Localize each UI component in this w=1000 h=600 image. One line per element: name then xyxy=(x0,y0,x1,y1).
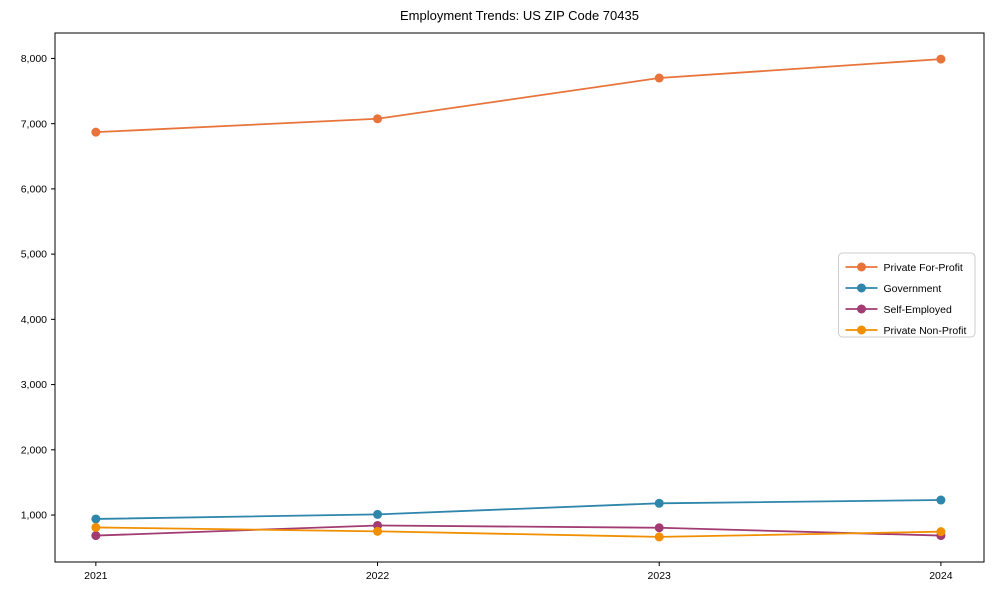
data-point-marker xyxy=(91,127,101,137)
data-point-marker xyxy=(373,509,383,519)
legend-swatch-marker-icon xyxy=(857,325,866,335)
series-line-private-non-profit xyxy=(94,526,942,538)
legend-label: Private Non-Profit xyxy=(884,325,967,337)
data-point-marker xyxy=(936,495,946,505)
legend-box xyxy=(838,252,976,338)
plot-area-border xyxy=(54,32,985,563)
y-tick-label: 6,000 xyxy=(21,183,47,195)
data-point-marker xyxy=(936,527,946,537)
legend: Private For-Profit Government Self-Employe… xyxy=(845,262,967,337)
data-point-marker xyxy=(654,498,664,508)
y-tick-label: 5,000 xyxy=(21,249,47,261)
y-tick-label: 4,000 xyxy=(21,314,47,326)
y-tick-label: 8,000 xyxy=(21,53,47,65)
data-point-marker xyxy=(373,114,383,124)
chart-title: Employment Trends: US ZIP Code 70435 xyxy=(400,8,639,23)
y-tick-label: 1,000 xyxy=(21,510,47,522)
data-point-marker xyxy=(654,532,664,542)
legend-item: Private For-Profit xyxy=(845,262,963,274)
legend-swatch-marker-icon xyxy=(857,304,866,314)
x-tick-label: 2024 xyxy=(929,570,953,582)
legend-label: Private For-Profit xyxy=(884,262,963,274)
data-point-marker xyxy=(936,54,946,64)
data-point-marker xyxy=(654,73,664,83)
series-line-self-employed xyxy=(94,524,942,537)
x-tick-label: 2022 xyxy=(366,570,390,582)
legend-swatch-marker-icon xyxy=(857,262,866,272)
legend-item: Self-Employed xyxy=(845,304,952,316)
data-point-marker xyxy=(91,531,101,541)
data-point-marker xyxy=(373,526,383,536)
data-point-marker xyxy=(91,522,101,532)
legend-item: Private Non-Profit xyxy=(845,325,967,337)
series-line-private-for-profit xyxy=(94,58,942,134)
data-point-marker xyxy=(91,514,101,524)
y-tick-label: 2,000 xyxy=(21,444,47,456)
legend-label: Self-Employed xyxy=(884,304,952,316)
legend-item: Government xyxy=(845,283,942,295)
legend-swatch-marker-icon xyxy=(857,283,866,293)
data-point-marker xyxy=(654,523,664,533)
x-tick-label: 2023 xyxy=(648,570,672,582)
series-line-government xyxy=(94,499,942,520)
y-tick-label: 3,000 xyxy=(21,379,47,391)
y-tick-label: 7,000 xyxy=(21,118,47,130)
x-tick-label: 2021 xyxy=(84,570,108,582)
legend-label: Government xyxy=(884,283,942,295)
